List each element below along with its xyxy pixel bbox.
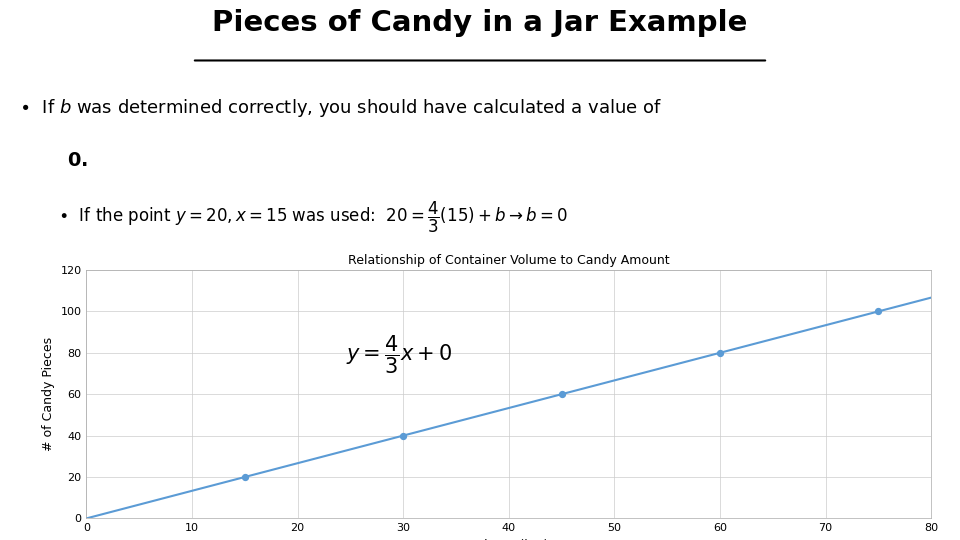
Text: $\bullet$  If the point $y = 20, x = 15$ was used:  $20 = \dfrac{4}{3}(15) + b \: $\bullet$ If the point $y = 20, x = 15$ … (58, 200, 567, 235)
Point (712, 348, 728, 357)
Point (237, 472, 252, 481)
Title: Relationship of Container Volume to Candy Amount: Relationship of Container Volume to Cand… (348, 254, 670, 267)
Text: Pieces of Candy in a Jar Example: Pieces of Candy in a Jar Example (212, 9, 748, 37)
Point (554, 390, 569, 399)
Y-axis label: # of Candy Pieces: # of Candy Pieces (42, 337, 55, 451)
Point (396, 431, 411, 440)
X-axis label: Volume (in3): Volume (in3) (469, 539, 548, 540)
Text: $\bullet$  If $b$ was determined correctly, you should have calculated a value o: $\bullet$ If $b$ was determined correctl… (19, 97, 662, 119)
Point (871, 307, 886, 316)
Text: $y = \dfrac{4}{3}x + 0$: $y = \dfrac{4}{3}x + 0$ (346, 333, 452, 376)
Text: $\mathbf{0.}$: $\mathbf{0.}$ (67, 151, 88, 170)
